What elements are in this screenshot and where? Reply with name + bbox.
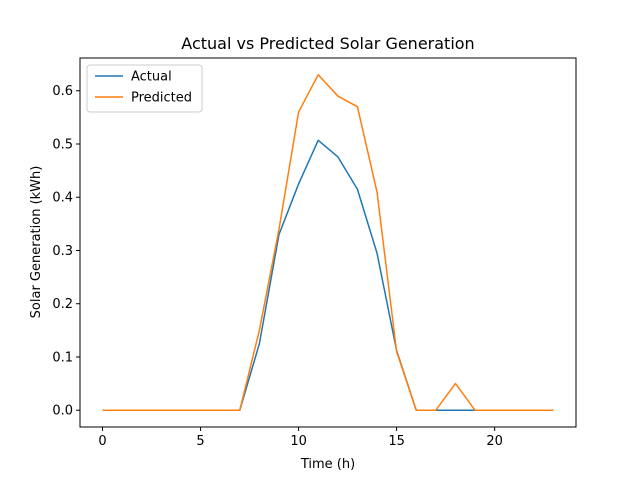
x-tick-label: 0 <box>98 434 106 449</box>
y-tick-label: 0.6 <box>52 84 73 99</box>
chart-title: Actual vs Predicted Solar Generation <box>181 34 474 53</box>
x-axis-label: Time (h) <box>300 457 355 472</box>
series-line-actual <box>102 139 554 411</box>
plot-series-group <box>102 74 554 411</box>
y-tick-label: 0.0 <box>52 404 73 419</box>
y-tick-label: 0.1 <box>52 350 73 365</box>
y-tick-label: 0.5 <box>52 137 73 152</box>
plot-frame <box>79 57 577 428</box>
x-tick-label: 20 <box>486 434 503 449</box>
y-tick-label: 0.2 <box>52 297 73 312</box>
y-tick-label: 0.4 <box>52 191 73 206</box>
x-tick-label: 5 <box>196 434 204 449</box>
x-tick-label: 15 <box>388 434 405 449</box>
legend: Actual Predicted <box>86 64 203 113</box>
x-axis: 0 5 10 15 20 <box>98 427 503 449</box>
legend-label-actual: Actual <box>131 70 172 85</box>
y-axis: 0.0 0.1 0.2 0.3 0.4 0.5 0.6 <box>52 84 80 419</box>
y-tick-label: 0.3 <box>52 244 73 259</box>
series-line-predicted <box>102 74 554 411</box>
x-tick-label: 10 <box>290 434 307 449</box>
y-axis-label: Solar Generation (kWh) <box>29 166 44 319</box>
legend-label-predicted: Predicted <box>131 91 192 106</box>
